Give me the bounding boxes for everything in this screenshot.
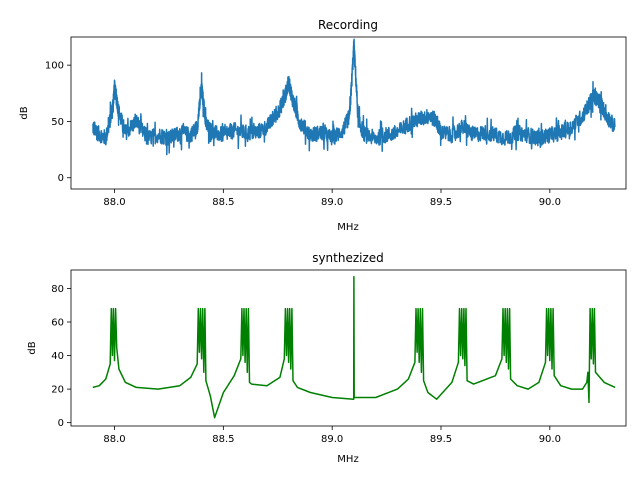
recording-xtick-label: 88.0: [103, 197, 125, 208]
synthesized-xtick-label: 89.5: [430, 434, 452, 445]
synthesized-xlabel: MHz: [337, 454, 358, 465]
synthesized-ytick-label: 80: [51, 284, 64, 295]
recording-ytick-label: 50: [51, 117, 64, 128]
recording-ticks: 88.0 88.5 89.0 89.5 90.0 0 50 100: [45, 61, 561, 208]
synthesized-xtick-label: 88.0: [103, 434, 125, 445]
synthesized-ytick-label: 60: [51, 318, 64, 329]
recording-xlabel: MHz: [337, 222, 358, 233]
recording-plot-area: [92, 38, 616, 156]
synthesized-xtick-label: 90.0: [539, 434, 561, 445]
recording-ytick-label: 100: [45, 61, 64, 72]
synthesized-ticks: 88.0 88.5 89.0 89.5 90.0 0 20 40 60 80: [51, 284, 561, 445]
synthesized-series-line: [92, 275, 616, 419]
synthesized-axes-frame: [70, 269, 627, 427]
recording-subplot: Recording 88.0 88.5 89.0 89.5 90.0 0 50 100 MHz…: [19, 18, 627, 233]
recording-axes-frame: [70, 36, 627, 190]
recording-title: Recording: [318, 18, 378, 32]
synthesized-xtick-label: 89.0: [321, 434, 343, 445]
recording-ytick-label: 0: [58, 173, 64, 184]
synthesized-ylabel: dB: [27, 341, 38, 354]
synthesized-ytick-label: 20: [51, 385, 64, 396]
recording-ylabel: dB: [19, 106, 30, 119]
recording-xtick-label: 88.5: [212, 197, 234, 208]
recording-series-line: [92, 38, 616, 156]
recording-xtick-label: 89.5: [430, 197, 452, 208]
synthesized-xtick-label: 88.5: [212, 434, 234, 445]
synthesized-subplot: synthezized 88.0 88.5 89.0 89.5 90.002040608…: [27, 251, 627, 465]
synthesized-plot-area: [92, 275, 616, 419]
synthesized-ytick-label: 40: [51, 351, 64, 362]
synthesized-ytick-label: 0: [58, 418, 64, 429]
synthesized-title: synthezized: [312, 251, 384, 265]
recording-xtick-label: 90.0: [539, 197, 561, 208]
recording-xtick-label: 89.0: [321, 197, 343, 208]
